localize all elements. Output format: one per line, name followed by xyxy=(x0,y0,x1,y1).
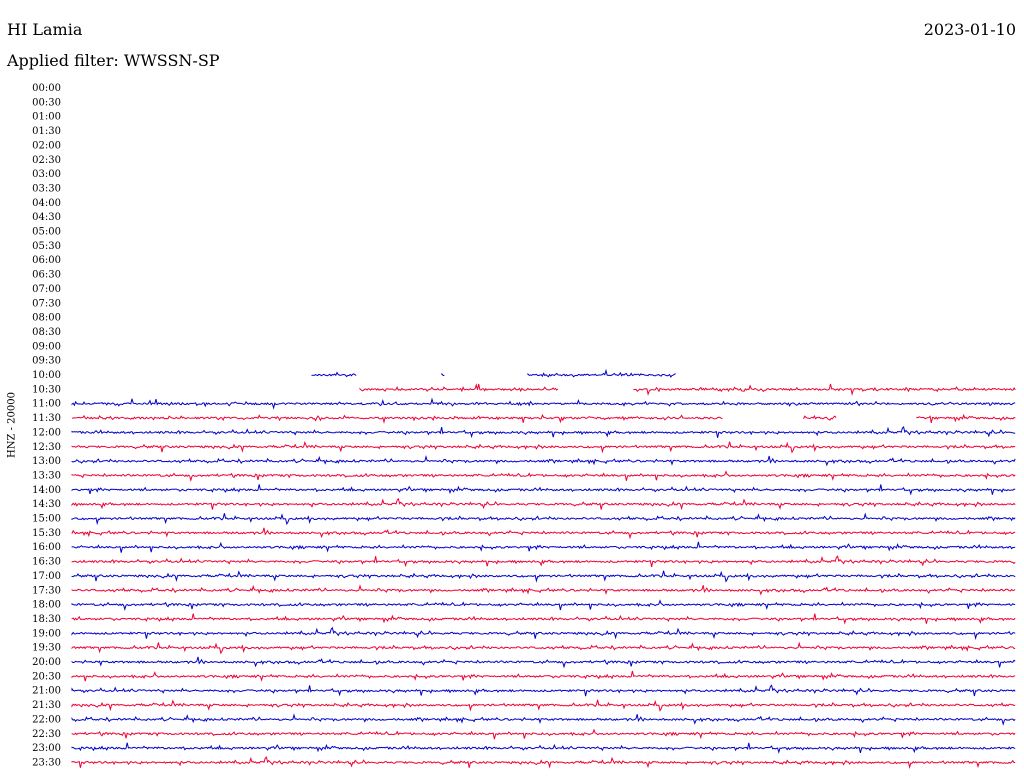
time-tick-label: 16:30 xyxy=(32,557,61,568)
time-tick-label: 01:00 xyxy=(32,112,61,123)
time-tick-label: 05:30 xyxy=(32,241,61,252)
time-tick-label: 18:00 xyxy=(32,600,61,611)
time-tick-label: 00:30 xyxy=(32,97,61,108)
time-tick-label: 11:30 xyxy=(32,413,61,424)
trace-segment xyxy=(72,413,723,424)
time-tick-label: 12:30 xyxy=(32,442,61,453)
time-tick-label: 03:30 xyxy=(32,183,61,194)
trace-segment xyxy=(71,684,1016,697)
time-tick-label: 09:00 xyxy=(32,341,61,352)
trace-segment xyxy=(71,570,1016,583)
time-tick-label: 07:30 xyxy=(32,298,61,309)
time-tick-label: 00:00 xyxy=(32,83,61,94)
time-tick-label: 08:00 xyxy=(32,313,61,324)
trace-segment xyxy=(71,626,1016,641)
time-tick-label: 05:00 xyxy=(32,227,61,238)
time-tick-label: 20:00 xyxy=(32,657,61,668)
trace-segment xyxy=(803,415,837,421)
trace-segment xyxy=(71,742,1016,754)
time-tick-label: 02:30 xyxy=(32,155,61,166)
date-label: 2023-01-10 xyxy=(923,20,1016,39)
trace-segment xyxy=(916,413,1016,424)
time-tick-label: 07:00 xyxy=(32,284,61,295)
trace-segment xyxy=(71,497,1016,511)
time-tick-label: 23:00 xyxy=(32,743,61,754)
time-tick-label: 06:00 xyxy=(32,255,61,266)
trace-segment xyxy=(71,541,1016,553)
trace-segment xyxy=(71,584,1016,596)
time-tick-label: 10:00 xyxy=(32,370,61,381)
trace-segment xyxy=(71,656,1016,669)
time-tick-label: 14:00 xyxy=(32,485,61,496)
time-tick-label: 22:00 xyxy=(32,714,61,725)
time-tick-label: 17:00 xyxy=(32,571,61,582)
trace-segment xyxy=(71,756,1016,770)
time-tick-label: 19:30 xyxy=(32,643,61,654)
trace-segment xyxy=(71,426,1016,439)
time-tick-label: 22:30 xyxy=(32,729,61,740)
time-tick-label: 16:00 xyxy=(32,542,61,553)
time-tick-label: 04:00 xyxy=(32,198,61,209)
seismic-traces xyxy=(71,368,1016,770)
trace-segment xyxy=(71,670,1016,682)
time-tick-label: 06:30 xyxy=(32,270,61,281)
trace-segment xyxy=(311,371,357,378)
trace-segment xyxy=(359,383,559,393)
time-tick-label: 13:30 xyxy=(32,470,61,481)
time-tick-label: 18:30 xyxy=(32,614,61,625)
time-tick-label: 20:30 xyxy=(32,671,61,682)
trace-segment xyxy=(633,383,1016,396)
trace-segment xyxy=(71,699,1016,712)
time-tick-label: 21:30 xyxy=(32,700,61,711)
time-tick-label: 21:00 xyxy=(32,686,61,697)
time-tick-label: 01:30 xyxy=(32,126,61,137)
time-tick-label: 04:30 xyxy=(32,212,61,223)
time-tick-label: 17:30 xyxy=(32,585,61,596)
trace-segment xyxy=(71,455,1016,467)
time-tick-label: 15:30 xyxy=(32,528,61,539)
trace-segment xyxy=(527,368,676,378)
trace-segment xyxy=(71,599,1016,612)
trace-segment xyxy=(71,641,1016,655)
time-tick-label: 19:00 xyxy=(32,628,61,639)
time-tick-label: 14:30 xyxy=(32,499,61,510)
time-tick-label: 23:30 xyxy=(32,757,61,768)
trace-segment xyxy=(71,527,1016,540)
trace-segment xyxy=(71,397,1016,410)
trace-segment xyxy=(71,555,1016,568)
time-tick-label: 11:00 xyxy=(32,399,61,410)
time-tick-label: 13:00 xyxy=(32,456,61,467)
time-tick-label: 09:30 xyxy=(32,356,61,367)
trace-segment xyxy=(71,728,1016,740)
trace-segment xyxy=(71,613,1016,625)
trace-segment xyxy=(71,484,1016,496)
time-tick-labels: 00:00 00:30 01:00 01:30 02:00 02:30 03:00 03:30… xyxy=(32,83,61,768)
time-tick-label: 02:00 xyxy=(32,140,61,151)
station-title: HI Lamia xyxy=(7,20,83,39)
time-tick-label: 12:00 xyxy=(32,427,61,438)
time-tick-label: 15:00 xyxy=(32,514,61,525)
time-tick-label: 10:30 xyxy=(32,384,61,395)
trace-segment xyxy=(71,441,1016,454)
trace-segment xyxy=(71,512,1016,526)
time-tick-label: 03:00 xyxy=(32,169,61,180)
trace-segment xyxy=(441,372,445,377)
trace-segment xyxy=(71,713,1016,726)
trace-segment xyxy=(71,470,1016,482)
time-tick-label: 08:30 xyxy=(32,327,61,338)
filter-label: Applied filter: WWSSN-SP xyxy=(7,51,220,70)
